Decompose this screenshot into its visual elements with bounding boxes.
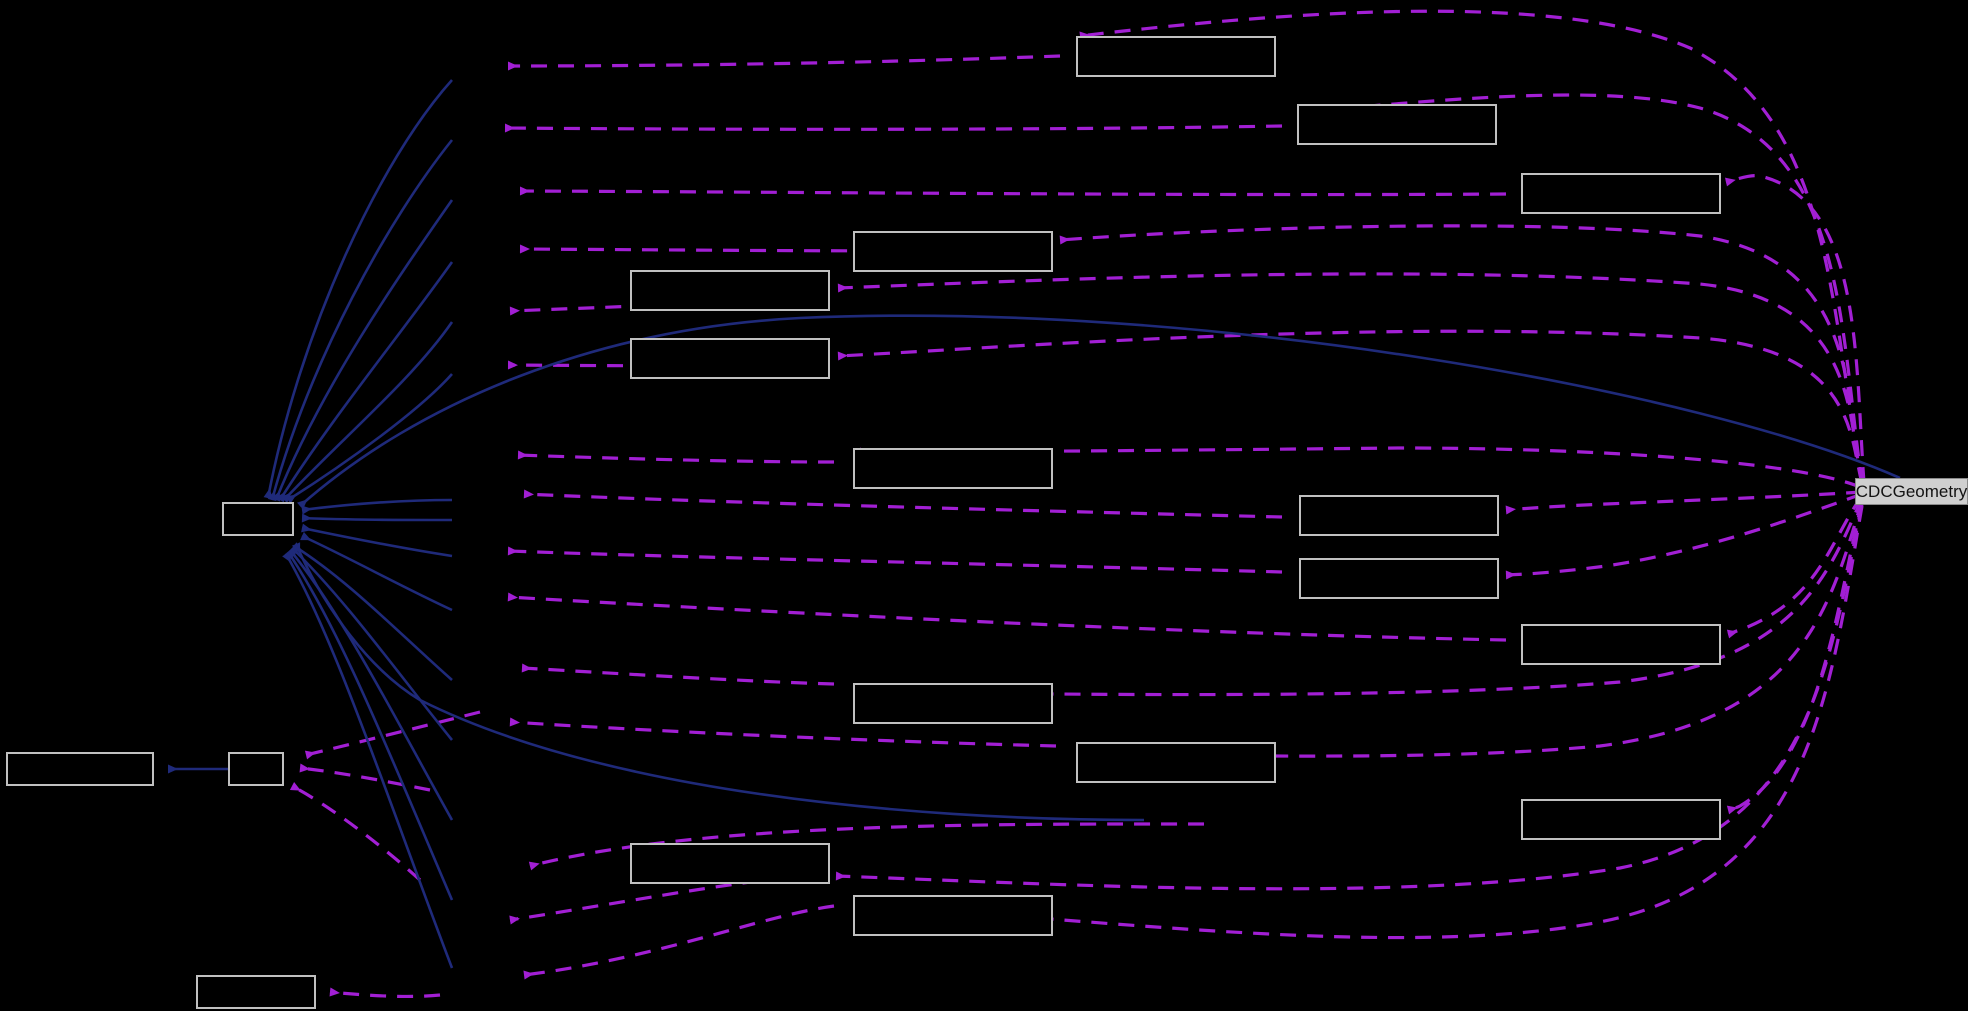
edge-cdc-to-row6-box [837, 329, 1864, 484]
edge-hub-in-8 [301, 513, 453, 523]
edge-cdc-to-row13-box [1726, 501, 1864, 815]
edge-row1-box-to-left [507, 54, 1061, 71]
edge-hub-in-10 [300, 531, 453, 612]
edge-cdc-to-row14-box [835, 503, 1864, 891]
edge-row2-box-to-left [504, 123, 1283, 133]
edge-hub-in-14 [284, 549, 454, 901]
node-row-1[interactable] [1076, 36, 1276, 77]
edge-into-lower-left-small-a [304, 710, 481, 760]
edge-hub-in-7 [301, 498, 453, 515]
node-row-5[interactable] [630, 270, 830, 311]
node-row-11[interactable] [853, 683, 1053, 724]
node-row-12[interactable] [1076, 742, 1276, 783]
node-row-9[interactable] [1299, 558, 1499, 599]
edge-row7-box-to-left [517, 450, 835, 464]
edge-hub-in-5 [280, 321, 454, 504]
edge-hub-in-1 [263, 79, 453, 499]
node-row-3[interactable] [1521, 173, 1721, 214]
edge-cdc-to-row4-box [1059, 224, 1864, 484]
edge-hub-in-long-bottom [291, 542, 1145, 822]
edge-cdc-to-row1-box [1079, 9, 1864, 486]
node-lower-left-wide[interactable] [6, 752, 154, 786]
node-row-4[interactable] [853, 231, 1053, 272]
edge-cdc-to-row15-box [859, 505, 1864, 940]
node-row-2[interactable] [1297, 104, 1497, 145]
node-row-13[interactable] [1521, 799, 1721, 840]
edge-hub-in-9 [301, 523, 453, 558]
node-row-14[interactable] [630, 843, 830, 884]
blue-solid-edges [168, 79, 1901, 969]
edge-hub-in-15 [282, 551, 454, 969]
edge-hub-in-4 [276, 261, 454, 503]
node-row-7[interactable] [853, 448, 1053, 489]
edge-hub-in-13 [286, 547, 454, 821]
edge-row12-box-to-left [509, 717, 1057, 748]
edge-row13-box-to-left [528, 822, 1205, 871]
edge-row3-box-to-left [519, 186, 1507, 197]
edge-row9-box-to-left [507, 546, 1283, 574]
edge-hub-in-2 [267, 139, 454, 502]
edge-cdc-to-row2-box [1301, 93, 1864, 484]
node-cdcgeometry[interactable]: CDCGeometry [1855, 478, 1968, 505]
node-bottom[interactable] [196, 975, 316, 1009]
node-row-6[interactable] [630, 338, 830, 379]
edge-cdc-to-row10-box [1726, 495, 1864, 639]
edge-cdc-to-row9-box [1505, 492, 1863, 580]
node-row-15[interactable] [853, 895, 1053, 936]
edge-row10-box-to-left [507, 592, 1507, 642]
edge-row8-box-to-left [523, 489, 1283, 519]
edge-row11-box-to-left [521, 663, 835, 686]
edge-into-lower-left-small-c [289, 782, 422, 882]
edge-cdc-to-row8-box [1505, 490, 1863, 515]
edge-hub-in-6 [285, 373, 453, 504]
edge-cdc-to-row12-box [1081, 499, 1864, 759]
edge-row15-box-to-left [523, 904, 835, 980]
edge-cdc-to-row3-box [1725, 174, 1866, 484]
edge-into-bottom-node [329, 987, 441, 999]
node-row-8[interactable] [1299, 495, 1499, 536]
edge-into-lower-left-small-b [299, 763, 431, 792]
edge-cdc-to-row5-box [837, 272, 1864, 484]
edge-hub-in-long-top [297, 314, 1901, 510]
edge-cdc-to-row7-box [859, 446, 1861, 489]
node-hub[interactable] [222, 502, 294, 536]
node-lower-left-small[interactable] [228, 752, 284, 786]
edge-hub-in-3 [271, 199, 454, 502]
purple-dashed-edges [289, 9, 1866, 999]
edge-hub-in-12 [288, 544, 454, 741]
edge-hub-in-11 [291, 542, 453, 681]
node-row-10[interactable] [1521, 624, 1721, 665]
